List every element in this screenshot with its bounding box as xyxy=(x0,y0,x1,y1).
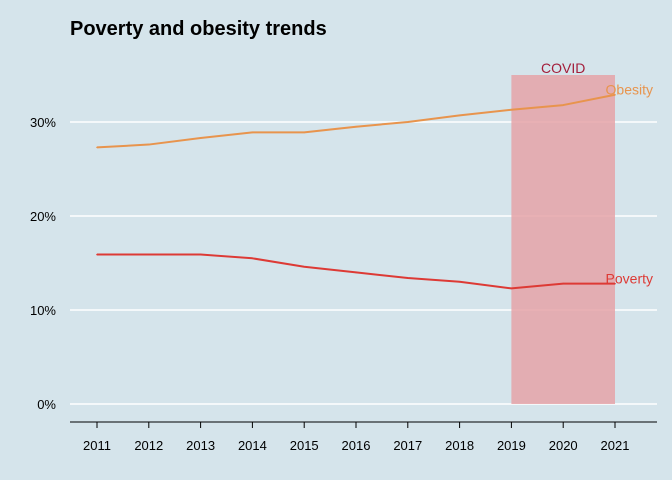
data-point-poverty xyxy=(148,253,150,256)
series-labels: Obesity Poverty xyxy=(606,82,653,287)
data-point-obesity xyxy=(407,121,409,123)
x-tick-label: 2020 xyxy=(549,438,578,453)
x-tick-label: 2014 xyxy=(238,438,267,453)
data-point-poverty xyxy=(510,287,513,290)
y-tick-label: 30% xyxy=(30,115,56,130)
data-point-poverty xyxy=(614,282,616,285)
series-label-poverty: Poverty xyxy=(606,271,653,287)
chart-title: Poverty and obesity trends xyxy=(70,18,327,40)
y-tick-label: 0% xyxy=(37,397,56,412)
x-tick-label: 2016 xyxy=(342,438,371,453)
series-label-obesity: Obesity xyxy=(606,82,653,98)
data-point-obesity xyxy=(458,114,461,117)
data-point-obesity xyxy=(562,104,564,106)
data-point-obesity xyxy=(199,137,202,139)
data-point-obesity xyxy=(510,108,513,111)
series-layer xyxy=(96,93,616,290)
data-point-obesity xyxy=(303,131,306,134)
data-point-poverty xyxy=(199,253,202,256)
data-point-poverty xyxy=(251,257,254,260)
x-tick-label: 2019 xyxy=(497,438,526,453)
data-point-poverty xyxy=(96,253,98,256)
x-tick-label: 2021 xyxy=(601,438,630,453)
y-tick-label: 20% xyxy=(30,209,56,224)
x-tick-label: 2011 xyxy=(83,438,111,453)
data-point-obesity xyxy=(96,146,98,149)
x-tick-label: 2018 xyxy=(445,438,474,453)
data-point-obesity xyxy=(148,143,150,146)
data-point-obesity xyxy=(251,131,254,134)
annotation-layer: COVID xyxy=(511,60,615,404)
x-tick-label: 2013 xyxy=(186,438,215,453)
covid-label: COVID xyxy=(541,60,585,76)
y-tick-label: 10% xyxy=(30,303,56,318)
covid-band xyxy=(511,75,615,404)
data-point-poverty xyxy=(355,271,357,274)
data-point-poverty xyxy=(458,281,461,283)
x-tick-label: 2017 xyxy=(393,438,422,453)
y-axis-ticks: 0% 10% 20% 30% xyxy=(30,115,56,412)
data-point-poverty xyxy=(562,282,564,285)
data-point-poverty xyxy=(303,265,306,268)
x-tick-label: 2015 xyxy=(290,438,319,453)
data-point-obesity xyxy=(355,125,357,128)
data-point-poverty xyxy=(407,277,409,279)
data-point-obesity xyxy=(614,93,616,96)
x-tick-label: 2012 xyxy=(134,438,163,453)
x-axis-ticks: 2011 2012 2013 2014 2015 2016 2017 2018 2019 2020… xyxy=(83,422,629,453)
